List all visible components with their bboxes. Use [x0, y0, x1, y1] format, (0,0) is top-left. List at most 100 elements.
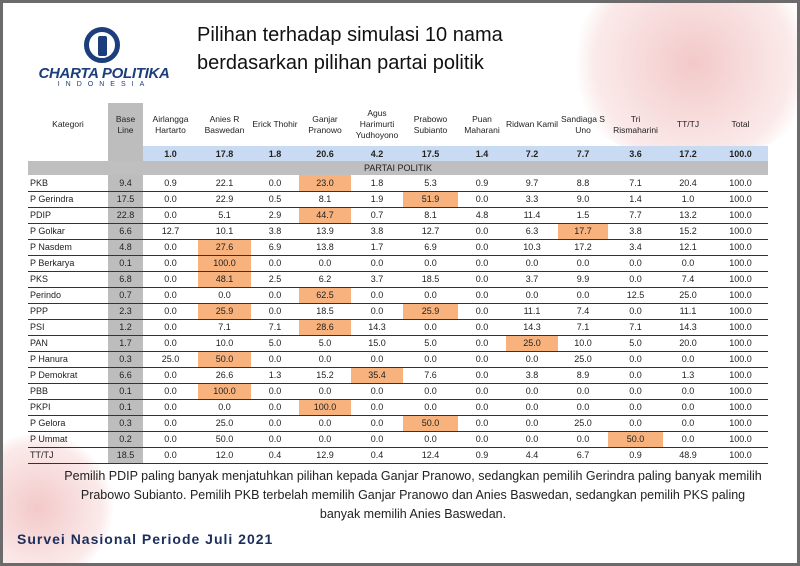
value-cell: 0.0 — [458, 287, 506, 304]
value-cell: 0.0 — [458, 367, 506, 384]
baseline-cell: 4.2 — [351, 146, 403, 161]
value-cell: 1.3 — [663, 367, 713, 384]
value-cell: 4.4 — [506, 447, 558, 464]
value-cell: 100.0 — [713, 383, 768, 400]
value-cell: 23.0 — [299, 175, 351, 192]
value-cell: 12.1 — [663, 239, 713, 256]
value-cell: 0.0 — [558, 399, 608, 416]
value-cell: 3.8 — [506, 367, 558, 384]
value-cell: 0.0 — [458, 319, 506, 336]
value-cell: 6.2 — [299, 271, 351, 288]
table-row: Perindo 0.7 0.0 0.0 0.0 62.5 0.0 0.0 0.0 0.0 0.0 12… — [28, 287, 768, 304]
column-header: Sandiaga S Uno — [561, 113, 605, 135]
value-cell: 62.5 — [299, 287, 351, 304]
value-cell: 7.4 — [558, 303, 608, 320]
survey-footer: Survei Nasional Periode Juli 2021 — [17, 531, 274, 547]
value-cell: 20.4 — [663, 175, 713, 192]
value-cell: 0.9 — [143, 175, 198, 192]
column-header: Anies R Baswedan — [204, 113, 245, 135]
value-cell: 9.0 — [558, 191, 608, 208]
value-cell: 0.0 — [143, 287, 198, 304]
value-cell: 50.0 — [198, 431, 251, 448]
value-cell: 0.0 — [251, 255, 299, 272]
value-cell: 10.0 — [198, 335, 251, 352]
column-header: Erick Thohir — [252, 119, 298, 129]
column-header: Ganjar Pranowo — [308, 113, 342, 135]
value-cell: 0.0 — [143, 383, 198, 400]
value-cell: 100.0 — [713, 447, 768, 464]
value-cell: 3.4 — [608, 239, 663, 256]
baseline-value-cell: 0.2 — [108, 431, 143, 448]
value-cell: 0.0 — [143, 335, 198, 352]
baseline-value-cell: 22.8 — [108, 207, 143, 224]
value-cell: 0.0 — [143, 319, 198, 336]
value-cell: 0.0 — [403, 255, 458, 272]
value-cell: 0.0 — [458, 335, 506, 352]
charta-politika-logo: CHARTA POLITIKA INDONESIA — [29, 27, 179, 91]
value-cell: 100.0 — [713, 303, 768, 320]
value-cell: 15.0 — [351, 335, 403, 352]
category-cell: PKS — [28, 271, 108, 288]
value-cell: 0.0 — [608, 415, 663, 432]
column-header: Base Line — [108, 103, 143, 146]
baseline-cell: 100.0 — [713, 146, 768, 161]
value-cell: 0.0 — [458, 303, 506, 320]
value-cell: 7.1 — [608, 319, 663, 336]
value-cell: 10.0 — [558, 335, 608, 352]
category-cell: PPP — [28, 303, 108, 320]
category-cell: PKB — [28, 175, 108, 192]
value-cell: 0.0 — [299, 415, 351, 432]
value-cell: 0.0 — [608, 303, 663, 320]
baseline-value-cell: 0.1 — [108, 383, 143, 400]
value-cell: 0.0 — [663, 399, 713, 416]
value-cell: 18.5 — [403, 271, 458, 288]
value-cell: 0.0 — [458, 399, 506, 416]
value-cell: 1.7 — [351, 239, 403, 256]
value-cell: 0.0 — [663, 351, 713, 368]
column-header: Tri Rismaharini — [613, 113, 658, 135]
value-cell: 35.4 — [351, 367, 403, 384]
table-row: P Gerindra 17.5 0.0 22.9 0.5 8.1 1.9 51.9 0.0 3.3… — [28, 191, 768, 208]
baseline-cell: 17.8 — [198, 146, 251, 161]
value-cell: 100.0 — [713, 175, 768, 192]
value-cell: 0.0 — [506, 383, 558, 400]
value-cell: 8.8 — [558, 175, 608, 192]
empty-cell — [28, 146, 108, 161]
table-row: PKS 6.8 0.0 48.1 2.5 6.2 3.7 18.5 0.0 3.7 9.9 0.0 7.… — [28, 271, 768, 288]
value-cell: 100.0 — [713, 415, 768, 432]
value-cell: 2.9 — [251, 207, 299, 224]
value-cell: 0.0 — [198, 399, 251, 416]
table-row: P Demokrat 6.6 0.0 26.6 1.3 15.2 35.4 7.6 0.0 3.8… — [28, 367, 768, 384]
value-cell: 100.0 — [713, 351, 768, 368]
value-cell: 5.1 — [198, 207, 251, 224]
value-cell: 0.0 — [143, 303, 198, 320]
value-cell: 14.3 — [351, 319, 403, 336]
table-row: P Berkarya 0.1 0.0 100.0 0.0 0.0 0.0 0.0 0.0 0.0 0… — [28, 255, 768, 272]
value-cell: 6.9 — [403, 239, 458, 256]
title-line: berdasarkan pilihan partai politik — [197, 52, 484, 74]
value-cell: 0.0 — [506, 415, 558, 432]
baseline-value-cell: 1.2 — [108, 319, 143, 336]
category-cell: P Ummat — [28, 431, 108, 448]
value-cell: 25.0 — [663, 287, 713, 304]
value-cell: 9.9 — [558, 271, 608, 288]
value-cell: 0.0 — [608, 271, 663, 288]
value-cell: 0.0 — [663, 415, 713, 432]
table-row: PPP 2.3 0.0 25.9 0.0 18.5 0.0 25.9 0.0 11.1 7.4 0.0… — [28, 303, 768, 320]
value-cell: 4.8 — [458, 207, 506, 224]
value-cell: 12.7 — [403, 223, 458, 240]
logo-brand: CHARTA POLITIKA — [38, 65, 170, 82]
value-cell: 3.8 — [608, 223, 663, 240]
category-cell: P Berkarya — [28, 255, 108, 272]
baseline-cell: 7.7 — [558, 146, 608, 161]
baseline-value-cell: 1.7 — [108, 335, 143, 352]
value-cell: 0.5 — [251, 191, 299, 208]
value-cell: 0.0 — [458, 383, 506, 400]
value-cell: 12.0 — [198, 447, 251, 464]
value-cell: 1.4 — [608, 191, 663, 208]
baseline-value-cell: 2.3 — [108, 303, 143, 320]
category-cell: P Nasdem — [28, 239, 108, 256]
baseline-cell: 3.6 — [608, 146, 663, 161]
value-cell: 11.4 — [506, 207, 558, 224]
value-cell: 25.9 — [403, 303, 458, 320]
